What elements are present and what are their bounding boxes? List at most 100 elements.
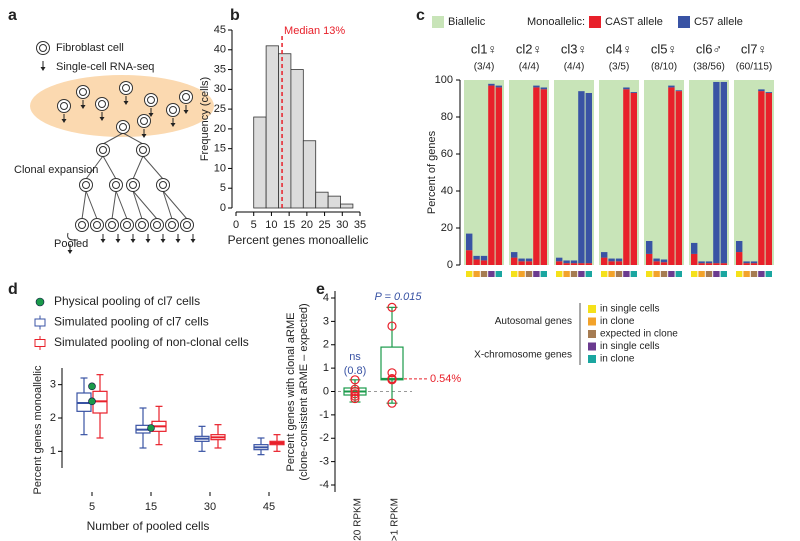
- bar-segment: [758, 80, 765, 90]
- cell-core: [138, 221, 146, 229]
- bar-segment: [570, 260, 578, 264]
- bar-segment: [585, 263, 592, 265]
- category-swatch: [480, 271, 488, 277]
- point: [387, 302, 397, 312]
- group-count: (4/4): [519, 62, 540, 73]
- bar-segment: [630, 92, 637, 93]
- cell-core: [79, 88, 87, 96]
- bar-segment: [698, 80, 705, 262]
- cell-core: [78, 221, 86, 229]
- point: [88, 382, 96, 391]
- y-tick-label: 3: [50, 379, 56, 391]
- bar: [278, 53, 292, 209]
- category-swatch: [698, 271, 705, 277]
- bar-segment: [623, 89, 630, 265]
- y-tick-label: 60: [441, 148, 453, 160]
- bar: [253, 116, 267, 209]
- category-label: in clone: [600, 316, 635, 327]
- group-count: (4/4): [564, 62, 585, 73]
- bar-segment: [511, 80, 518, 253]
- arrow-head: [100, 239, 106, 243]
- arrow-head: [141, 134, 147, 138]
- bar-segment: [466, 80, 473, 234]
- group-count: (8/10): [651, 62, 677, 73]
- branch: [162, 190, 188, 220]
- point: [350, 384, 360, 394]
- bar: [290, 69, 304, 209]
- x-tick-label: >20 RPKM: [353, 498, 364, 541]
- bar-segment: [713, 263, 720, 265]
- category-swatch: [601, 271, 608, 277]
- category-swatch: [653, 271, 660, 277]
- point: [350, 393, 360, 404]
- stage-label: Clonal expansion: [14, 164, 98, 176]
- bar-segment: [705, 263, 713, 265]
- category-swatch: [525, 271, 533, 277]
- point: [350, 386, 360, 397]
- category-swatch: [713, 271, 720, 277]
- branch: [132, 190, 158, 220]
- bar-segment: [743, 80, 750, 262]
- branch: [115, 190, 128, 220]
- bar-segment: [713, 81, 720, 264]
- branch: [132, 155, 144, 180]
- bar-segment: [495, 87, 502, 266]
- pool-brace: [67, 232, 78, 241]
- x-tick-label: 20: [301, 219, 313, 231]
- y-tick-label: 40: [214, 44, 226, 56]
- category-swatch: [588, 355, 596, 363]
- y-tick-label: 20: [441, 222, 453, 234]
- bar-segment: [660, 259, 668, 263]
- point: [350, 375, 360, 385]
- legend-marker: [35, 297, 45, 307]
- bar-segment: [601, 80, 608, 253]
- category-swatch: [660, 271, 668, 277]
- y-tick-label: -3: [319, 456, 329, 468]
- arrow-head: [61, 119, 67, 123]
- y-tick-label: 3: [323, 315, 329, 327]
- bar-segment: [473, 255, 480, 260]
- bar-segment: [480, 255, 488, 261]
- median-label: Median 13%: [284, 25, 345, 37]
- category-swatch: [630, 271, 637, 277]
- bar-segment: [556, 257, 563, 262]
- y-tick-label: 40: [441, 185, 453, 197]
- bar-segment: [623, 80, 630, 88]
- median-label: 0.54%: [430, 373, 461, 385]
- bar-segment: [585, 92, 592, 264]
- point: [387, 321, 397, 331]
- bar-segment: [578, 80, 585, 92]
- bar: [327, 195, 341, 209]
- annotation: ns: [349, 351, 361, 363]
- category-swatch: [615, 271, 623, 277]
- bar: [315, 191, 329, 209]
- bar-segment: [758, 89, 765, 92]
- panel-label: a: [8, 7, 17, 24]
- bar-segment: [743, 263, 750, 265]
- category-swatch: [675, 271, 682, 277]
- category-swatch: [646, 271, 653, 277]
- bar-segment: [646, 80, 653, 241]
- group-count: (3/4): [474, 62, 495, 73]
- group-label: cl4♀: [606, 41, 632, 56]
- bar-segment: [615, 258, 623, 262]
- bar-segment: [533, 85, 540, 88]
- arrow-head: [67, 250, 73, 254]
- bar-segment: [495, 85, 502, 88]
- x-axis-label: Percent genes monoallelic: [228, 233, 369, 247]
- legend-text: Fibroblast cell: [56, 42, 124, 54]
- branch: [85, 190, 98, 220]
- group-label: cl7♀: [741, 41, 767, 56]
- y-tick-label: -1: [319, 409, 329, 421]
- bar-segment: [750, 80, 758, 262]
- point: [350, 391, 360, 401]
- bar-segment: [736, 252, 743, 265]
- category-swatch: [736, 271, 743, 277]
- bar-segment: [615, 80, 623, 259]
- bar: [340, 203, 354, 209]
- y-tick-label: 15: [214, 143, 226, 155]
- branch: [122, 132, 144, 145]
- bar-segment: [480, 260, 488, 265]
- bar-segment: [705, 261, 713, 264]
- branch: [142, 155, 164, 180]
